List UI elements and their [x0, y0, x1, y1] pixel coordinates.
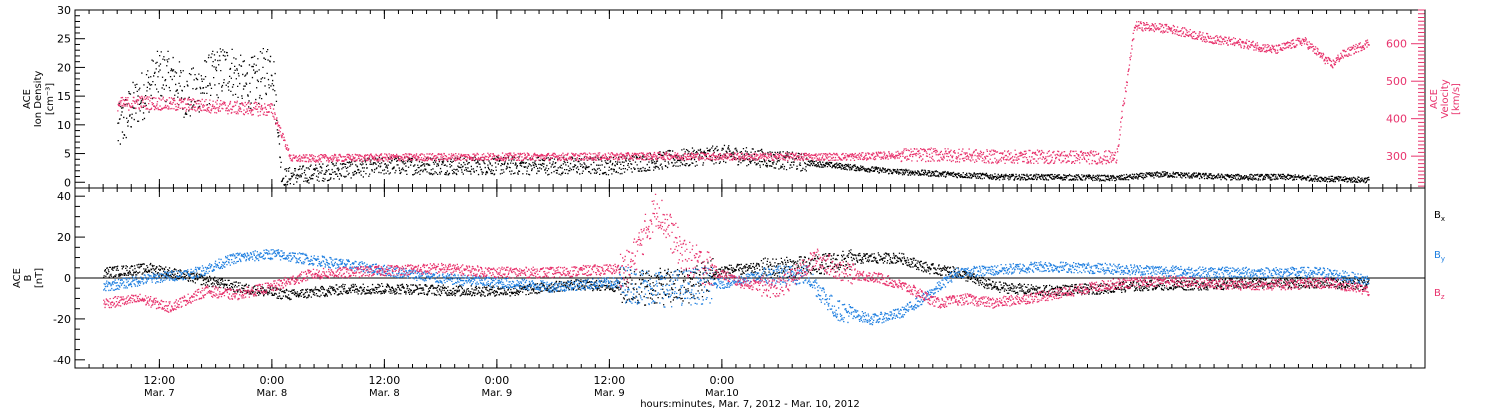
date-tick-label: Mar. 8 — [369, 388, 400, 399]
velocity-series-points — [117, 21, 1370, 165]
time-tick-label: 12:00 — [369, 374, 401, 387]
b-tick-label: -20 — [53, 313, 71, 326]
series-bx-points — [103, 249, 1370, 306]
b-axis-label: ACE B [nT] — [12, 268, 45, 288]
b-tick-label: 40 — [57, 190, 71, 203]
density-axis-label: ACE Ion Density [cm⁻³] — [22, 71, 56, 128]
density-series — [117, 48, 1370, 186]
time-tick-label: 0:00 — [710, 374, 735, 387]
density-tick-label: 30 — [57, 4, 71, 17]
velocity-tick-label: 400 — [1386, 113, 1407, 126]
density-label-line2: Ion Density — [33, 71, 44, 128]
time-tick-label: 0:00 — [485, 374, 510, 387]
date-tick-label: Mar. 9 — [482, 388, 513, 399]
legend-bz: Bz — [1434, 288, 1445, 301]
b-tick-label: 0 — [64, 272, 71, 285]
series-bx — [103, 249, 1370, 306]
b-unit-label: [nT] — [34, 268, 45, 288]
velocity-label-line1: ACE — [1429, 89, 1440, 109]
velocity-label-line2: Velocity — [1440, 79, 1451, 118]
velocity-tick-label: 500 — [1386, 75, 1407, 88]
velocity-tick-label: 600 — [1386, 38, 1407, 51]
legend-bx: Bx — [1434, 210, 1445, 223]
velocity-unit-label: [km/s] — [1451, 83, 1462, 115]
velocity-tick-label: 300 — [1386, 150, 1407, 163]
b-label-line1: ACE — [12, 268, 23, 288]
density-series-points — [117, 48, 1370, 186]
density-tick-label: 15 — [57, 90, 71, 103]
time-tick-label: 12:00 — [144, 374, 176, 387]
legend-by: By — [1434, 250, 1445, 263]
time-tick-label: 12:00 — [594, 374, 626, 387]
b-label-line2: B — [23, 274, 34, 281]
date-tick-label: Mar. 9 — [594, 388, 625, 399]
b-tick-label: 20 — [57, 231, 71, 244]
bottom-panel-magnetic-field: -40 -20 0 20 40 ACE B [nT] Bx By Bz — [12, 187, 1445, 369]
density-tick-label: 25 — [57, 33, 71, 46]
b-tick-label: -40 — [53, 354, 71, 367]
density-label-line1: ACE — [22, 89, 33, 109]
density-unit-label: [cm⁻³] — [45, 83, 56, 115]
date-tick-label: Mar.10 — [705, 388, 739, 399]
density-tick-label: 5 — [64, 148, 71, 161]
density-tick-label: 10 — [57, 119, 71, 132]
time-axis-title: hours:minutes, Mar. 7, 2012 - Mar. 10, 2… — [640, 399, 860, 410]
density-tick-label: 20 — [57, 61, 71, 74]
time-tick-label: 0:00 — [260, 374, 285, 387]
velocity-axis-label: ACE Velocity [km/s] — [1429, 79, 1462, 118]
velocity-series — [117, 21, 1370, 165]
date-tick-label: Mar. 8 — [257, 388, 288, 399]
density-tick-label: 0 — [64, 176, 71, 189]
date-tick-label: Mar. 7 — [144, 388, 175, 399]
